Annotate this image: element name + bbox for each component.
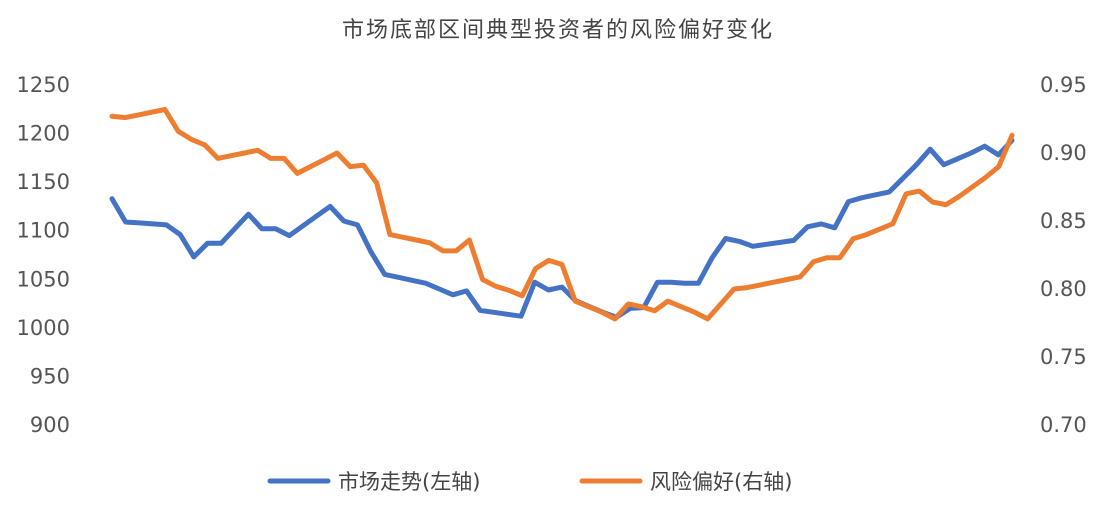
- legend-label-risk: 风险偏好(右轴): [650, 470, 792, 494]
- right-axis: 0.95 0.90 0.85 0.80 0.75 0.70: [1040, 73, 1087, 437]
- left-tick-label: 1000: [17, 316, 70, 340]
- chart-title: 市场底部区间典型投资者的风险偏好变化: [342, 18, 774, 43]
- right-tick-label: 0.95: [1040, 73, 1087, 97]
- series-layer: [109, 107, 1015, 322]
- legend-label-market: 市场走势(左轴): [338, 470, 480, 494]
- left-tick-label: 900: [30, 413, 70, 437]
- left-tick-label: 950: [30, 364, 70, 388]
- series-line-market: [109, 137, 1015, 320]
- left-tick-label: 1150: [17, 170, 70, 194]
- left-tick-label: 1250: [17, 73, 70, 97]
- right-tick-label: 0.75: [1040, 345, 1087, 369]
- legend: 市场走势(左轴) 风险偏好(右轴): [267, 470, 792, 494]
- left-tick-label: 1200: [17, 122, 70, 146]
- left-tick-label: 1100: [17, 219, 70, 243]
- right-tick-label: 0.70: [1040, 413, 1087, 437]
- right-tick-label: 0.80: [1040, 277, 1087, 301]
- left-axis: 1250 1200 1150 1100 1050 1000 950 900: [17, 73, 70, 437]
- series-line-risk: [109, 107, 1015, 322]
- left-tick-label: 1050: [17, 267, 70, 291]
- right-tick-label: 0.85: [1040, 209, 1087, 233]
- right-tick-label: 0.90: [1040, 141, 1087, 165]
